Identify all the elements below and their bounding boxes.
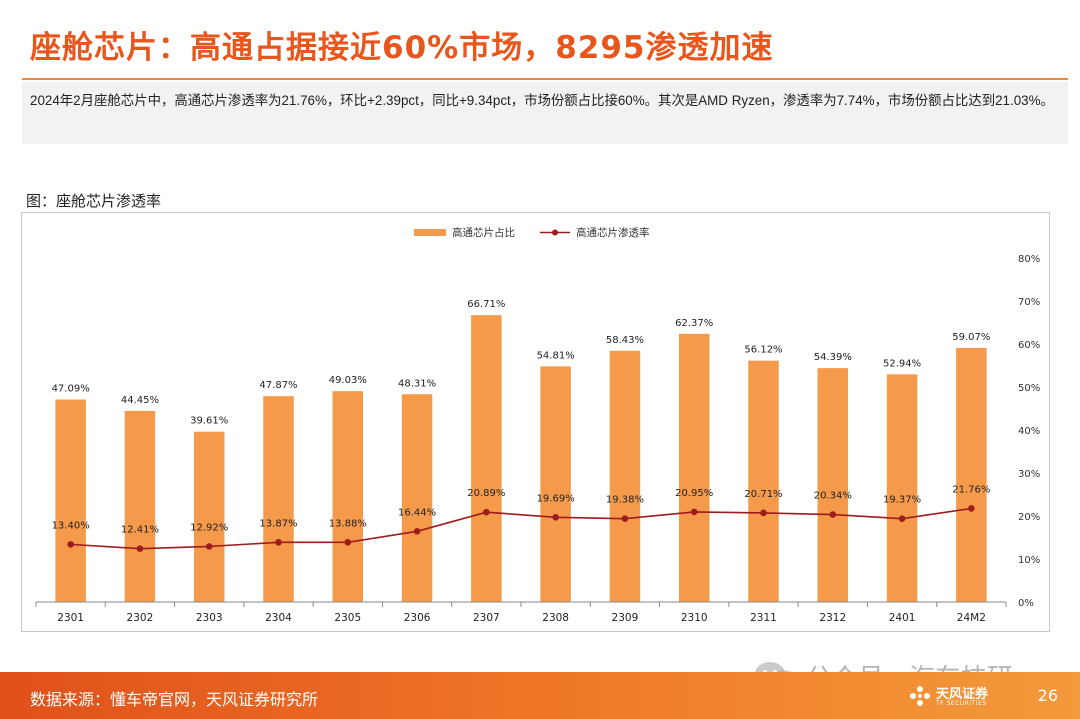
line-label: 19.69% (537, 493, 575, 504)
x-tick-label: 2310 (681, 612, 708, 624)
x-tick-label: 2312 (819, 612, 846, 624)
line-label: 13.88% (329, 518, 367, 529)
x-tick-label: 2302 (127, 612, 154, 624)
bar-label: 49.03% (329, 375, 367, 386)
summary-text: 2024年2月座舱芯片中，高通芯片渗透率为21.76%，环比+2.39pct，同… (30, 93, 1054, 108)
bar (817, 368, 849, 602)
line-label: 21.76% (952, 484, 990, 495)
legend-line-marker (552, 229, 558, 236)
x-tick-label: 2308 (542, 612, 569, 624)
line-point (275, 539, 282, 546)
bar (471, 315, 502, 602)
y-tick-label: 70% (1018, 297, 1040, 308)
x-tick-label: 2307 (473, 612, 500, 624)
y-tick-label: 60% (1018, 340, 1040, 351)
line-label: 12.41% (121, 525, 159, 536)
x-tick-label: 2306 (404, 612, 431, 624)
line-label: 20.34% (814, 491, 852, 502)
bar-label: 47.87% (259, 380, 297, 391)
bar-label: 48.31% (398, 378, 436, 389)
bar (263, 396, 294, 602)
bar (124, 410, 156, 602)
line-label: 20.89% (467, 488, 505, 499)
line-point (760, 509, 767, 517)
y-tick-label: 80% (1018, 254, 1040, 265)
bar-label: 47.09% (52, 384, 90, 395)
data-source: 数据来源：懂车帝官网，天风证券研究所 (30, 690, 319, 709)
x-tick-label: 2304 (265, 612, 292, 624)
line-label: 16.44% (398, 507, 436, 518)
bar (332, 391, 364, 602)
legend-bar-label: 高通芯片占比 (452, 226, 515, 239)
chart-frame: 高通芯片占比 高通芯片渗透率 0% 10% 20% 30% 40% 50% 60% 70% 80% 4… (21, 212, 1050, 632)
bar-label: 39.61% (190, 416, 228, 427)
bar (956, 347, 987, 602)
line-label: 19.38% (606, 495, 644, 506)
y-tick-label: 10% (1018, 555, 1040, 566)
x-tick-label: 2305 (334, 612, 361, 624)
bar-label: 54.39% (814, 352, 852, 363)
line-point (968, 505, 975, 512)
bar-label: 54.81% (537, 350, 575, 361)
bar-label: 66.71% (467, 299, 505, 310)
bar (886, 374, 918, 602)
bar (609, 350, 641, 602)
title-divider (22, 78, 1068, 80)
company-logo: 天风证券 TF SECURITIES (908, 682, 1008, 710)
bar (540, 366, 571, 602)
bar-label: 52.94% (883, 358, 921, 369)
footer-bar: 数据来源：懂车帝官网，天风证券研究所 天风证券 TF SECURITIES 26 (0, 672, 1080, 719)
x-tick-label: 2311 (750, 612, 777, 624)
bar (55, 399, 86, 602)
legend-line-label: 高通芯片渗透率 (576, 226, 650, 239)
line-point (344, 539, 352, 546)
legend-bar-swatch (414, 229, 446, 236)
bar (678, 333, 710, 602)
bar-label: 62.37% (675, 318, 713, 329)
line-point (690, 508, 698, 516)
line-label: 13.40% (52, 520, 90, 531)
bar-label: 44.45% (121, 395, 159, 406)
bar (193, 431, 225, 602)
page-title: 座舱芯片：高通占据接近60%市场，8295渗透加速 (30, 30, 774, 66)
line-point (898, 515, 906, 523)
line-point (136, 545, 144, 552)
line-label: 20.71% (744, 489, 782, 500)
penetration-chart: 高通芯片占比 高通芯片渗透率 0% 10% 20% 30% 40% 50% 60% 70% 80% 4… (35, 226, 1040, 624)
line-label: 19.37% (883, 495, 921, 506)
line-point (621, 515, 629, 522)
penetration-line (70, 507, 972, 550)
line-point (205, 543, 213, 550)
line-point (829, 511, 837, 518)
bar-label: 56.12% (744, 345, 782, 356)
line-point (67, 541, 74, 548)
line-point (552, 514, 559, 521)
y-tick-label: 50% (1018, 383, 1040, 394)
y-tick-label: 40% (1018, 426, 1040, 437)
bar-label: 58.43% (606, 335, 644, 346)
y-tick-label: 0% (1018, 598, 1034, 609)
x-tick-label: 2301 (57, 612, 84, 624)
y-tick-label: 30% (1018, 469, 1040, 480)
logo-mark-icon (910, 686, 930, 706)
x-tick-label: 2309 (612, 612, 639, 624)
x-tick-label: 2303 (196, 612, 223, 624)
x-tick-label: 2401 (889, 612, 916, 624)
line-label: 12.92% (190, 522, 228, 533)
y-tick-label: 20% (1018, 512, 1040, 523)
bar-label: 59.07% (952, 332, 990, 343)
page-number: 26 (1037, 686, 1058, 705)
summary-box: 2024年2月座舱芯片中，高通芯片渗透率为21.76%，环比+2.39pct，同… (22, 82, 1068, 144)
line-label: 13.87% (259, 518, 297, 529)
x-tick-label: 24M2 (957, 612, 986, 624)
bar (401, 394, 433, 602)
logo-name: 天风证券 (936, 687, 989, 702)
line-point (483, 508, 490, 516)
line-point (413, 528, 421, 535)
figure-label: 图：座舱芯片渗透率 (26, 192, 162, 210)
logo-english: TF SECURITIES (936, 700, 987, 707)
line-label: 20.95% (675, 488, 713, 499)
bar (748, 360, 779, 602)
